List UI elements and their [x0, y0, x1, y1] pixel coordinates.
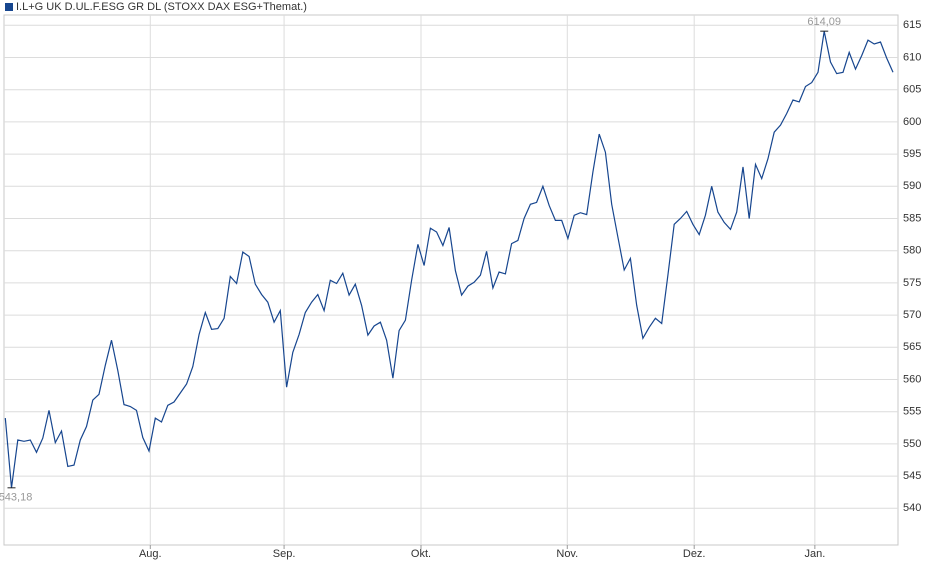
- legend-label: I.L+G UK D.UL.F.ESG GR DL (STOXX DAX ESG…: [16, 1, 307, 13]
- y-tick-label: 555: [903, 406, 921, 418]
- y-tick-label: 585: [903, 212, 921, 224]
- y-tick-label: 545: [903, 470, 921, 482]
- value-label: 543,18: [0, 492, 32, 504]
- y-tick-label: 560: [903, 373, 921, 385]
- y-tick-label: 570: [903, 309, 921, 321]
- y-tick-label: 595: [903, 148, 921, 160]
- legend-swatch: [5, 3, 13, 11]
- x-tick-label: Okt.: [411, 548, 431, 560]
- x-tick-label: Jan.: [804, 548, 825, 560]
- plot-area: [3, 14, 899, 546]
- x-tick-label: Nov.: [556, 548, 578, 560]
- y-tick-label: 590: [903, 180, 921, 192]
- x-tick-label: Aug.: [139, 548, 162, 560]
- value-label: 614,09: [807, 16, 841, 28]
- y-tick-label: 540: [903, 502, 921, 514]
- y-tick-label: 605: [903, 84, 921, 96]
- y-tick-label: 580: [903, 245, 921, 257]
- y-tick-label: 600: [903, 116, 921, 128]
- y-tick-label: 550: [903, 438, 921, 450]
- y-tick-label: 610: [903, 51, 921, 63]
- y-tick-label: 565: [903, 341, 921, 353]
- x-tick-label: Sep.: [273, 548, 296, 560]
- x-tick-label: Dez.: [683, 548, 706, 560]
- y-tick-label: 615: [903, 19, 921, 31]
- y-tick-label: 575: [903, 277, 921, 289]
- line-series: [4, 31, 894, 488]
